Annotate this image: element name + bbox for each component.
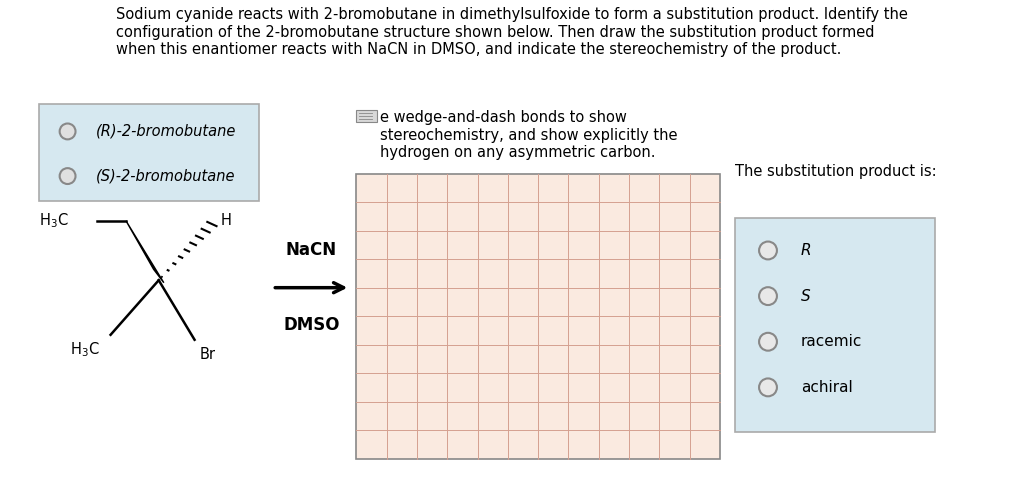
Text: H$_3$C: H$_3$C [39, 211, 69, 230]
Text: NaCN: NaCN [286, 242, 337, 259]
Ellipse shape [759, 287, 777, 305]
FancyBboxPatch shape [39, 104, 259, 201]
Text: (S)-2-bromobutane: (S)-2-bromobutane [96, 169, 236, 184]
Text: H: H [220, 213, 231, 228]
Text: Sodium cyanide reacts with 2-bromobutane in dimethylsulfoxide to form a substitu: Sodium cyanide reacts with 2-bromobutane… [116, 7, 908, 57]
Ellipse shape [759, 242, 777, 259]
Text: S: S [801, 289, 810, 304]
Text: e wedge-and-dash bonds to show
stereochemistry, and show explicitly the
hydrogen: e wedge-and-dash bonds to show stereoche… [380, 110, 678, 160]
Ellipse shape [759, 378, 777, 396]
FancyBboxPatch shape [735, 218, 935, 432]
Text: racemic: racemic [801, 334, 862, 349]
Ellipse shape [759, 333, 777, 351]
Text: The substitution product is:: The substitution product is: [735, 164, 937, 179]
FancyBboxPatch shape [356, 174, 720, 459]
Ellipse shape [59, 168, 76, 184]
Text: DMSO: DMSO [283, 316, 340, 334]
FancyBboxPatch shape [356, 110, 377, 122]
Text: Br: Br [200, 347, 216, 362]
Text: H$_3$C: H$_3$C [70, 340, 99, 359]
Text: R: R [801, 243, 811, 258]
Ellipse shape [59, 124, 76, 139]
Text: achiral: achiral [801, 380, 853, 395]
Text: (R)-2-bromobutane: (R)-2-bromobutane [96, 124, 237, 139]
Polygon shape [126, 221, 164, 283]
